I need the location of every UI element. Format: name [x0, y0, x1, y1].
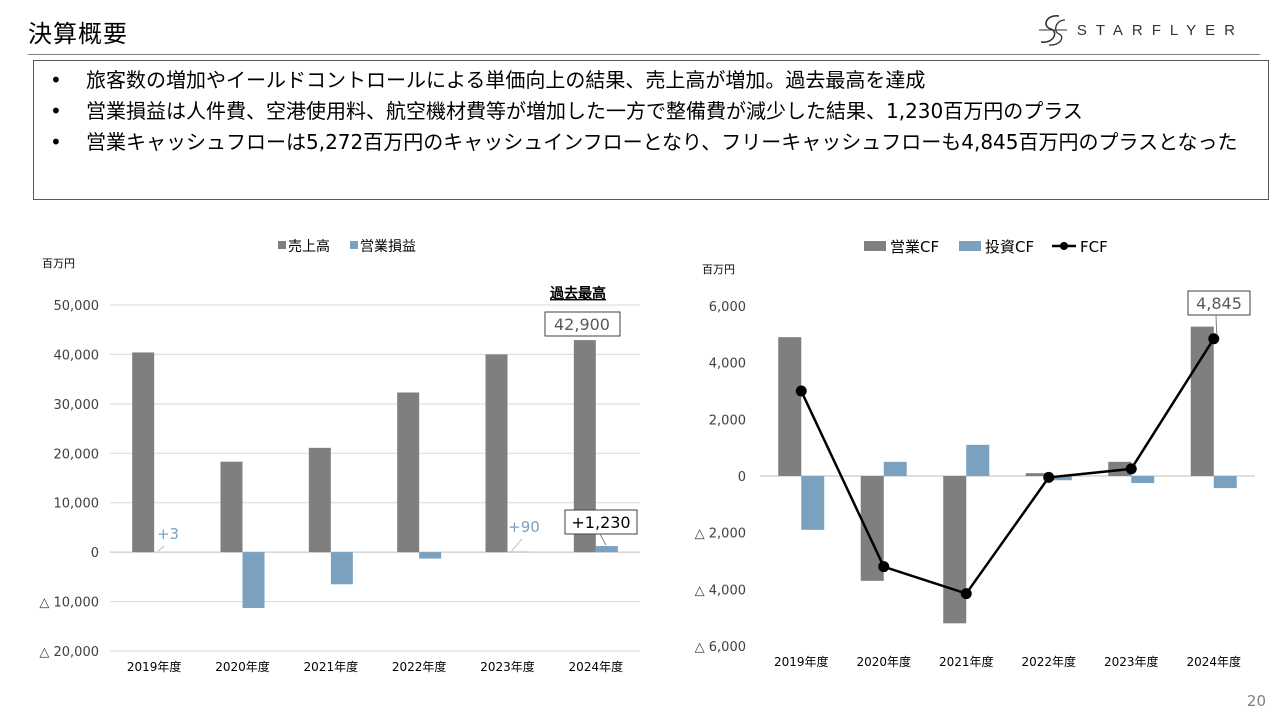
y-tick-label: 4,000	[709, 357, 746, 372]
x-tick-label: 2022年度	[392, 659, 447, 674]
profit-leader-line	[157, 545, 165, 552]
x-tick-label: 2019年度	[774, 654, 829, 669]
x-tick-label: 2021年度	[939, 654, 994, 669]
profit-value-box	[564, 509, 638, 535]
operating-cf-bar	[943, 476, 967, 624]
operating-cf-bar	[1190, 326, 1214, 476]
operating-profit-bar	[419, 552, 442, 559]
legend-label-sales: 売上高	[288, 238, 330, 255]
x-tick-label: 2020年度	[215, 659, 270, 674]
x-tick-label: 2023年度	[1104, 654, 1159, 669]
bullet-dot: •	[50, 99, 62, 123]
fcf-data-label: 4,845	[1196, 294, 1242, 313]
y-tick-label: 10,000	[54, 497, 100, 512]
sales-bar	[308, 447, 331, 553]
summary-box: • 旅客数の増加やイールドコントロールによる単価向上の結果、売上高が増加。過去最高…	[33, 60, 1269, 200]
y-tick-label: △ 10,000	[39, 596, 99, 611]
x-tick-label: 2020年度	[856, 654, 911, 669]
y-tick-label: 30,000	[54, 398, 100, 413]
fcf-leader-line	[1215, 314, 1218, 334]
page-number: 20	[1246, 692, 1266, 710]
fcf-point	[1125, 463, 1137, 475]
x-tick-label: 2024年度	[1186, 654, 1241, 669]
legend-swatch-operating-cf	[864, 241, 886, 251]
legend-swatch-fcf-marker	[1060, 242, 1068, 250]
y-tick-label: 50,000	[54, 299, 100, 314]
fcf-point	[795, 385, 807, 397]
legend-swatch-sales	[278, 241, 286, 249]
sf-monogram-icon	[1038, 15, 1067, 46]
profit-leader-line	[599, 533, 607, 546]
investing-cf-bar	[1131, 476, 1155, 484]
investing-cf-bar	[966, 444, 990, 476]
x-tick-label: 2023年度	[480, 659, 535, 674]
fcf-point	[878, 561, 890, 573]
sales-bar	[573, 340, 596, 553]
sales-bar	[132, 352, 155, 553]
unit-label: 百万円	[702, 263, 735, 276]
fcf-point	[960, 588, 972, 600]
profit-data-label: +3	[157, 525, 179, 543]
page-title: 決算概要	[28, 20, 128, 48]
sales-data-label: 42,900	[554, 315, 610, 334]
legend-label-fcf: FCF	[1080, 238, 1108, 256]
legend-label-profit: 営業損益	[360, 239, 416, 255]
operating-profit-bar	[242, 552, 265, 608]
fcf-point	[1043, 471, 1055, 483]
sales-bar	[220, 461, 243, 553]
sales-bar	[485, 354, 508, 553]
legend-swatch-profit	[350, 241, 358, 249]
starflyer-logo: STARFLYER	[1033, 12, 1244, 48]
y-tick-label: △ 20,000	[39, 645, 99, 660]
x-tick-label: 2024年度	[569, 659, 624, 674]
sales-value-box	[544, 311, 621, 337]
x-tick-label: 2021年度	[304, 659, 359, 674]
y-tick-label: 2,000	[709, 413, 746, 428]
x-tick-label: 2019年度	[127, 659, 182, 674]
y-tick-label: 20,000	[54, 447, 100, 462]
y-tick-label: △ 6,000	[695, 640, 746, 655]
operating-profit-bar	[595, 546, 618, 553]
investing-cf-bar	[801, 476, 825, 530]
sales-bar	[397, 392, 420, 553]
fcf-line	[800, 338, 1215, 596]
fcf-value-box	[1187, 290, 1251, 316]
x-tick-label: 2022年度	[1021, 654, 1076, 669]
bullet-dot: •	[50, 130, 62, 154]
bullet-text: 旅客数の増加やイールドコントロールによる単価向上の結果、売上高が増加。過去最高を…	[86, 68, 926, 92]
profit-data-label: +90	[508, 518, 540, 536]
summary-bullet: • 営業キャッシュフローは5,272百万円のキャッシュインフローとなり、フリーキャ…	[50, 127, 1258, 158]
fcf-point	[1208, 333, 1220, 345]
y-tick-label: △ 4,000	[695, 583, 746, 598]
title-divider	[28, 54, 1260, 55]
profit-data-label: +1,230	[571, 513, 630, 532]
investing-cf-bar	[1213, 476, 1237, 489]
cashflow-chart: 百万円 6,000 4,000 2,000 0 △ 2,000 △ 4,000 △ 6,000…	[695, 238, 1255, 669]
y-tick-label: 0	[738, 470, 746, 485]
sales-profit-chart: 百万円 50,000 40,000 30,000 20,000 10,000 0 △ 10,0…	[39, 238, 640, 674]
y-tick-label: 40,000	[54, 348, 100, 363]
summary-bullet: • 営業損益は人件費、空港使用料、航空機材費等が増加した一方で整備費が減少した結果…	[50, 96, 1258, 127]
investing-cf-bar	[883, 461, 907, 476]
bullet-text: 営業キャッシュフローは5,272百万円のキャッシュインフローとなり、フリーキャッ…	[86, 130, 1238, 154]
bullet-text: 営業損益は人件費、空港使用料、航空機材費等が増加した一方で整備費が減少した結果、…	[86, 99, 1083, 123]
legend-label-investing-cf: 投資CF	[985, 238, 1034, 256]
y-tick-label: 0	[91, 546, 99, 561]
y-tick-label: 6,000	[709, 300, 746, 315]
operating-cf-bar	[1025, 473, 1049, 476]
y-tick-label: △ 2,000	[695, 527, 746, 542]
operating-profit-bar	[330, 552, 353, 585]
summary-bullet: • 旅客数の増加やイールドコントロールによる単価向上の結果、売上高が増加。過去最高…	[50, 65, 1258, 96]
legend-label-operating-cf: 営業CF	[890, 238, 939, 256]
operating-cf-bar	[778, 337, 802, 476]
unit-label: 百万円	[42, 257, 75, 270]
logo-text: STARFLYER	[1076, 21, 1244, 39]
record-label: 過去最高	[549, 285, 606, 302]
bullet-dot: •	[50, 68, 62, 92]
profit-leader-line	[511, 538, 523, 552]
investing-cf-bar	[1048, 476, 1072, 481]
legend-swatch-investing-cf	[959, 241, 981, 251]
